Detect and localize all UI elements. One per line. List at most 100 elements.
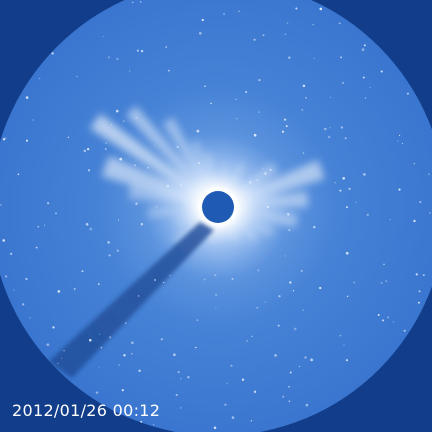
star xyxy=(81,270,84,273)
star xyxy=(129,70,131,72)
star xyxy=(264,301,266,303)
star xyxy=(361,48,365,51)
star xyxy=(385,280,388,282)
star xyxy=(284,255,287,257)
star xyxy=(419,200,422,204)
star xyxy=(363,173,366,176)
star xyxy=(201,18,204,22)
star xyxy=(176,145,179,149)
star xyxy=(137,295,140,297)
star xyxy=(380,282,383,284)
star xyxy=(108,254,111,257)
star xyxy=(355,201,357,203)
star xyxy=(95,391,99,394)
star xyxy=(289,371,292,374)
star xyxy=(256,179,259,182)
star xyxy=(61,357,63,359)
star xyxy=(398,188,401,191)
star xyxy=(283,118,287,121)
star xyxy=(35,246,38,249)
star xyxy=(312,24,314,26)
star xyxy=(250,420,253,422)
star xyxy=(214,274,217,277)
star xyxy=(118,364,120,366)
star xyxy=(140,49,144,53)
star xyxy=(87,169,91,172)
star xyxy=(383,263,385,265)
star xyxy=(2,239,6,242)
star xyxy=(29,317,31,319)
star xyxy=(196,319,199,322)
star xyxy=(85,222,89,226)
star xyxy=(46,343,50,347)
star xyxy=(39,77,41,79)
star xyxy=(226,382,228,384)
star xyxy=(256,307,258,309)
star xyxy=(67,136,70,139)
pylon-shadow xyxy=(48,222,214,378)
star xyxy=(301,108,304,111)
star xyxy=(195,346,197,349)
star xyxy=(343,344,345,347)
star xyxy=(399,134,401,136)
star xyxy=(429,212,431,214)
star xyxy=(98,367,100,369)
star xyxy=(175,393,178,396)
star xyxy=(302,309,304,311)
star xyxy=(328,135,331,139)
star xyxy=(281,130,285,133)
star xyxy=(363,44,366,47)
star xyxy=(187,376,190,379)
star xyxy=(105,142,107,144)
star xyxy=(288,400,291,403)
star xyxy=(140,222,144,226)
star xyxy=(108,336,112,339)
star xyxy=(210,102,212,105)
star xyxy=(116,57,119,61)
star xyxy=(215,293,218,296)
star xyxy=(160,338,163,341)
star xyxy=(125,322,127,324)
star xyxy=(32,119,34,121)
star xyxy=(121,389,124,392)
star xyxy=(293,327,297,331)
star xyxy=(401,142,403,145)
star xyxy=(198,162,201,165)
star xyxy=(342,176,346,180)
star xyxy=(231,277,234,280)
star xyxy=(253,390,257,393)
star xyxy=(253,133,257,137)
star xyxy=(313,225,316,229)
star xyxy=(345,251,349,255)
star xyxy=(235,98,237,100)
star xyxy=(244,90,248,94)
star xyxy=(253,38,256,41)
star xyxy=(284,33,287,35)
star xyxy=(305,403,309,407)
star xyxy=(25,96,29,99)
star xyxy=(392,321,394,323)
star xyxy=(215,308,217,310)
star xyxy=(251,335,253,337)
star xyxy=(238,10,240,13)
star xyxy=(17,173,20,176)
star xyxy=(263,171,266,174)
star xyxy=(154,145,156,147)
star xyxy=(138,369,141,372)
star xyxy=(305,96,307,99)
star xyxy=(397,140,399,142)
star xyxy=(2,138,6,141)
star xyxy=(204,85,206,88)
star xyxy=(377,314,380,316)
star xyxy=(346,295,349,297)
star xyxy=(97,283,100,286)
star xyxy=(155,206,158,208)
star xyxy=(117,219,120,221)
star xyxy=(302,152,305,154)
star xyxy=(136,49,139,52)
star xyxy=(288,229,291,232)
star xyxy=(339,334,342,337)
star xyxy=(4,137,7,140)
star xyxy=(382,319,385,322)
star xyxy=(258,79,261,82)
